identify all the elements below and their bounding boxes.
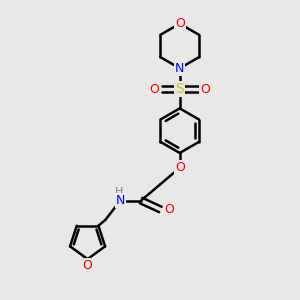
Text: O: O	[175, 161, 185, 174]
Text: N: N	[116, 194, 125, 207]
Text: O: O	[200, 82, 210, 96]
Text: O: O	[82, 259, 92, 272]
Text: O: O	[175, 17, 185, 30]
Text: O: O	[164, 203, 174, 216]
Text: H: H	[115, 187, 123, 197]
Text: O: O	[149, 82, 159, 96]
Text: S: S	[175, 82, 184, 96]
Text: N: N	[175, 62, 184, 75]
